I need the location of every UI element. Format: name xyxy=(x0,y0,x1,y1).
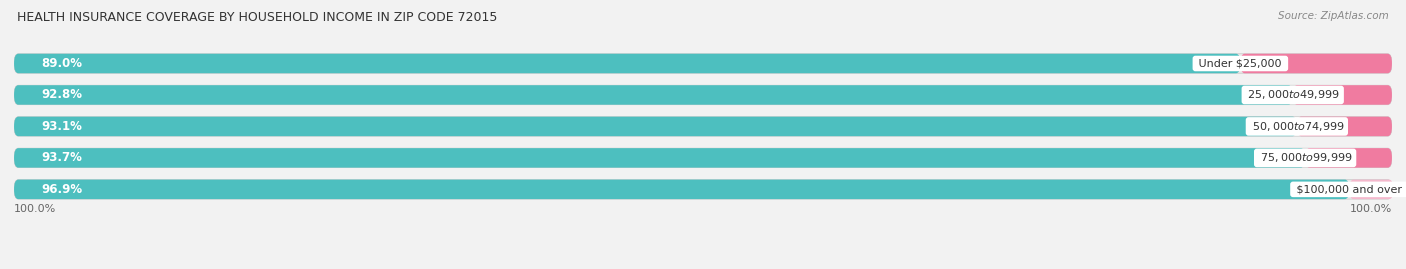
Text: Under $25,000: Under $25,000 xyxy=(1195,58,1285,69)
FancyBboxPatch shape xyxy=(14,85,1392,105)
Text: $25,000 to $49,999: $25,000 to $49,999 xyxy=(1244,89,1341,101)
Text: HEALTH INSURANCE COVERAGE BY HOUSEHOLD INCOME IN ZIP CODE 72015: HEALTH INSURANCE COVERAGE BY HOUSEHOLD I… xyxy=(17,11,498,24)
Text: Source: ZipAtlas.com: Source: ZipAtlas.com xyxy=(1278,11,1389,21)
Text: 96.9%: 96.9% xyxy=(42,183,83,196)
Text: 93.1%: 93.1% xyxy=(42,120,83,133)
FancyBboxPatch shape xyxy=(1240,54,1392,73)
Text: 89.0%: 89.0% xyxy=(42,57,83,70)
FancyBboxPatch shape xyxy=(14,54,1240,73)
Text: 100.0%: 100.0% xyxy=(1350,204,1392,214)
FancyBboxPatch shape xyxy=(1292,85,1392,105)
Text: 92.8%: 92.8% xyxy=(42,89,83,101)
FancyBboxPatch shape xyxy=(1296,117,1392,136)
Text: $100,000 and over: $100,000 and over xyxy=(1294,184,1406,194)
FancyBboxPatch shape xyxy=(14,54,1392,73)
FancyBboxPatch shape xyxy=(14,85,1292,105)
FancyBboxPatch shape xyxy=(1350,180,1393,199)
Legend: With Coverage, Without Coverage: With Coverage, Without Coverage xyxy=(578,268,828,269)
FancyBboxPatch shape xyxy=(14,148,1305,168)
FancyBboxPatch shape xyxy=(14,117,1296,136)
Text: 100.0%: 100.0% xyxy=(14,204,56,214)
FancyBboxPatch shape xyxy=(14,117,1392,136)
FancyBboxPatch shape xyxy=(1305,148,1392,168)
FancyBboxPatch shape xyxy=(14,180,1392,199)
FancyBboxPatch shape xyxy=(14,148,1392,168)
Text: 93.7%: 93.7% xyxy=(42,151,83,164)
Text: $50,000 to $74,999: $50,000 to $74,999 xyxy=(1249,120,1346,133)
FancyBboxPatch shape xyxy=(14,180,1350,199)
Text: $75,000 to $99,999: $75,000 to $99,999 xyxy=(1257,151,1354,164)
